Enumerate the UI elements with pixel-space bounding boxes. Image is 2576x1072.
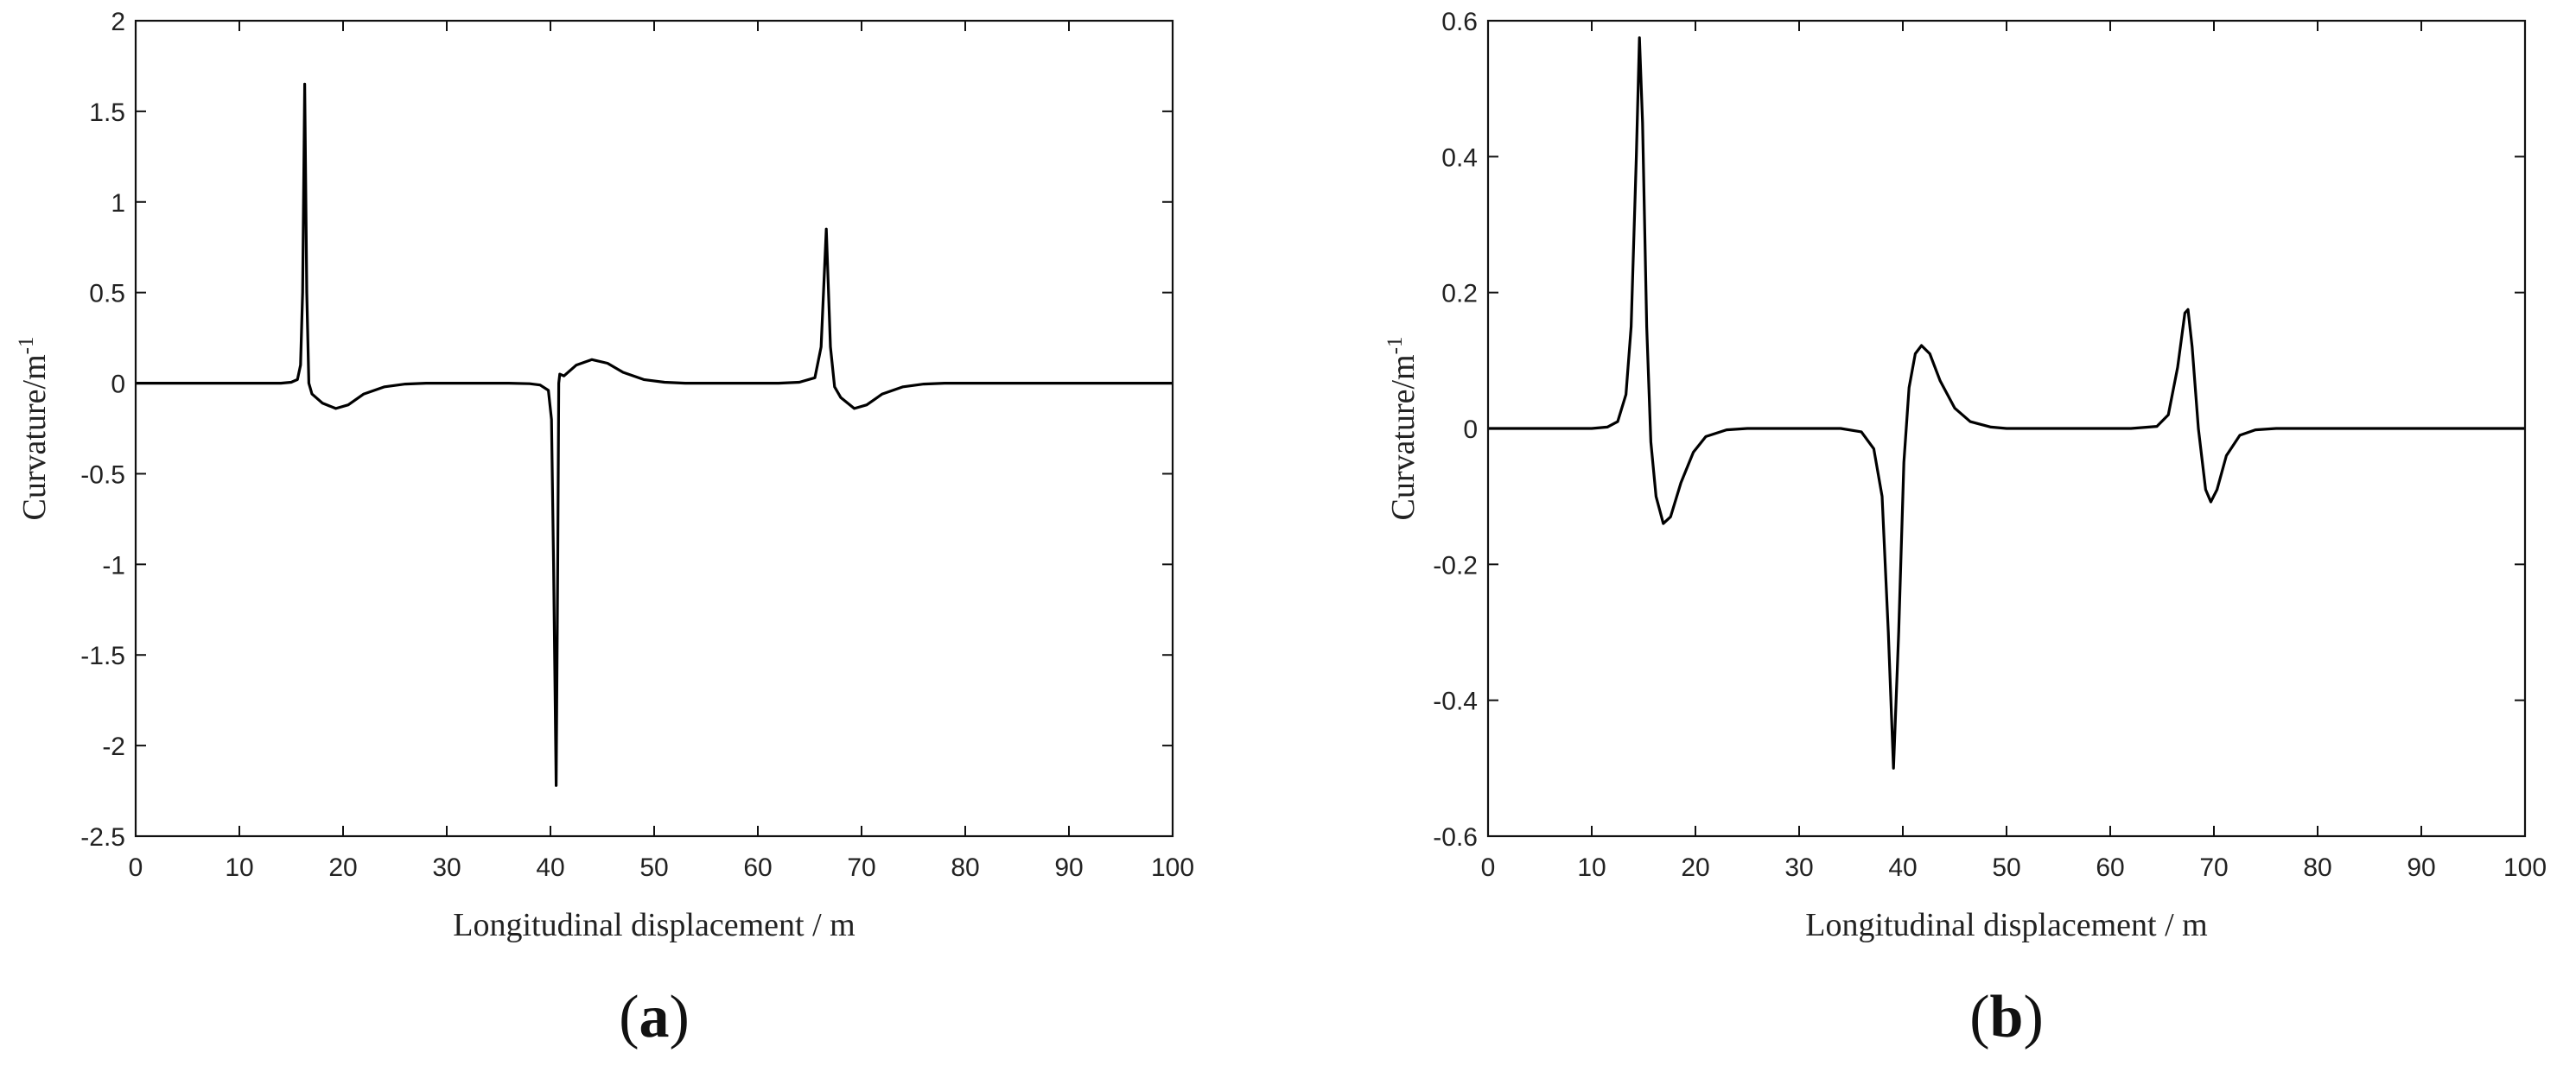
y-tick-label: 0 (111, 371, 125, 399)
x-tick-label: 30 (1784, 853, 1813, 882)
y-axis-title-text: Curvature/m (16, 354, 53, 520)
y-tick-label: -0.5 (80, 460, 125, 489)
x-tick-label: 60 (2096, 853, 2124, 882)
chart-panel-b: 0 10 20 30 40 50 60 70 80 90 100 -0.6 -0.4 -0.2 0 0.2 0.… (1383, 8, 2547, 1050)
y-tick-label: -0.6 (1433, 823, 1478, 852)
y-tick-label: 2 (111, 8, 125, 36)
y-tick-label: 1.5 (89, 98, 125, 127)
panel-letter: a (639, 984, 670, 1050)
x-tick-label: 70 (2199, 853, 2228, 882)
x-tick-label: 80 (951, 853, 979, 882)
y-tick-label: -0.4 (1433, 688, 1478, 716)
y-axis-title-superscript: -1 (15, 337, 38, 355)
y-tick-label: -2 (102, 733, 125, 761)
y-tick-label: -0.2 (1433, 551, 1478, 580)
y-tick-label: 0.6 (1441, 8, 1478, 36)
x-tick-label: 90 (2407, 853, 2435, 882)
curvature-line (136, 82, 1173, 787)
x-tick-label: 10 (1577, 853, 1606, 882)
x-tick-label: 80 (2303, 853, 2331, 882)
y-tick-label: 0.2 (1441, 280, 1478, 308)
y-tick-label: 0 (1463, 415, 1478, 444)
x-tick-label: 50 (1992, 853, 2020, 882)
curvature-line (1488, 36, 2525, 770)
x-axis-title: Longitudinal displacement / m (453, 907, 855, 943)
panel-letter: b (1990, 984, 2024, 1050)
x-tick-label: 20 (328, 853, 357, 882)
x-tick-label: 40 (536, 853, 564, 882)
y-axis-title-text: Curvature/m (1385, 354, 1422, 520)
y-axis-title-superscript: -1 (1383, 337, 1407, 355)
x-tick-label: 30 (432, 853, 461, 882)
axis-ticks (135, 20, 1174, 837)
y-tick-label: -1.5 (80, 642, 125, 670)
x-tick-label: 40 (1888, 853, 1917, 882)
tick-labels: 0 10 20 30 40 50 60 70 80 90 100 -2.5 -2 -1.5 -1 -0.5 0 0… (80, 8, 1194, 882)
y-axis-title: Curvature/m-1 (1383, 337, 1422, 521)
chart-panel-a: 0 10 20 30 40 50 60 70 80 90 100 -2.5 -2 -1.5 -1 -0.5 0 0… (15, 8, 1194, 1050)
y-tick-label: 0.4 (1441, 143, 1478, 172)
tick-labels: 0 10 20 30 40 50 60 70 80 90 100 -0.6 -0.4 -0.2 0 0.2 0.… (1433, 8, 2547, 882)
y-tick-label: 1 (111, 189, 125, 218)
x-tick-label: 50 (639, 853, 668, 882)
x-tick-label: 70 (847, 853, 875, 882)
x-tick-label: 20 (1681, 853, 1709, 882)
y-tick-label: 0.5 (89, 280, 125, 308)
x-tick-label: 10 (225, 853, 253, 882)
y-tick-label: -1 (102, 551, 125, 580)
x-tick-label: 0 (1481, 853, 1496, 882)
y-axis-title: Curvature/m-1 (15, 337, 53, 521)
x-tick-label: 0 (129, 853, 143, 882)
plot-frame (1486, 19, 2527, 838)
plot-frame (134, 19, 1174, 838)
x-tick-label: 100 (1151, 853, 1194, 882)
x-tick-label: 90 (1054, 853, 1083, 882)
y-tick-label: -2.5 (80, 823, 125, 852)
x-tick-label: 60 (743, 853, 772, 882)
x-tick-label: 100 (2503, 853, 2547, 882)
panel-label: (a) (619, 984, 690, 1050)
x-axis-title: Longitudinal displacement / m (1805, 907, 2207, 943)
panel-label: (b) (1969, 984, 2044, 1050)
